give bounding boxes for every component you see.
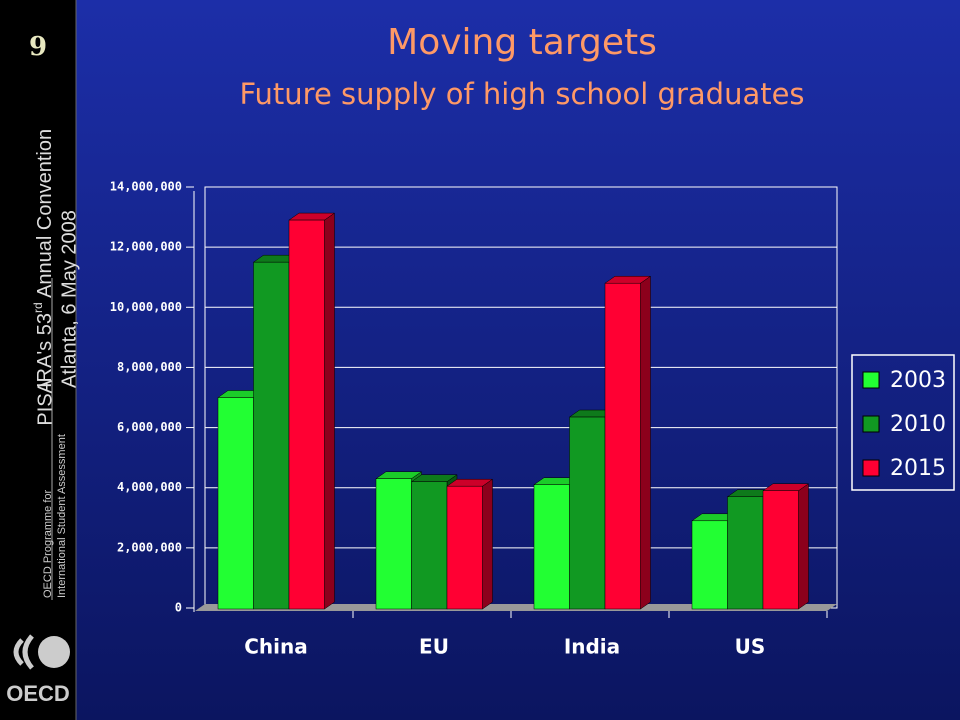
- place-date: Atlanta, 6 May 2008: [58, 210, 80, 388]
- x-tick-label: China: [244, 635, 308, 659]
- bar: [411, 481, 448, 610]
- event-text: IRA's 53: [34, 313, 56, 388]
- oecd-logo: OECD: [6, 634, 70, 706]
- legend-box: [851, 354, 955, 491]
- bar-side: [324, 212, 335, 610]
- programme-line: International Student Assessment: [56, 434, 68, 598]
- chart-title: Moving targets: [387, 22, 657, 63]
- x-tick-label: EU: [419, 635, 449, 659]
- y-tick-label: 10,000,000: [110, 300, 182, 314]
- bar: [217, 397, 254, 610]
- logo-arc: [13, 638, 24, 666]
- bar: [569, 416, 606, 610]
- sidebar-text: PISA IRA's 53rd Annual Convention Atlant…: [31, 129, 80, 426]
- sidebar: [0, 0, 76, 720]
- legend-swatch: [862, 371, 880, 389]
- event-text: Annual Convention: [34, 129, 56, 302]
- bar: [253, 261, 290, 610]
- bar-side: [640, 275, 651, 610]
- bar: [288, 219, 325, 610]
- legend-label: 2003: [890, 368, 946, 393]
- bar: [375, 478, 412, 610]
- chart-subtitle: Future supply of high school graduates: [239, 77, 804, 111]
- legend-swatch: [862, 459, 880, 477]
- logo-circle: [38, 636, 70, 668]
- bar-side: [482, 478, 493, 610]
- x-tick-label: India: [564, 635, 620, 659]
- floor: [195, 604, 837, 611]
- event: IRA's 53rd Annual Convention: [31, 129, 56, 388]
- slide-number: 9: [29, 32, 47, 62]
- bar: [533, 484, 570, 610]
- x-tick-label: US: [735, 635, 766, 659]
- programme-text: OECD Programme for International Student…: [42, 434, 68, 598]
- y-tick-label: 4,000,000: [117, 480, 182, 494]
- bar: [446, 485, 483, 610]
- legend-swatch: [862, 415, 880, 433]
- logo-text: OECD: [6, 681, 70, 706]
- bar: [727, 496, 764, 610]
- programme-line: OECD Programme for: [42, 489, 54, 598]
- y-tick-label: 14,000,000: [110, 180, 182, 194]
- logo-arc: [22, 634, 34, 670]
- event-sup: rd: [31, 302, 45, 313]
- plot: 0 2,000,000 4,000,000 6,000,000 8,000,000 10,…: [110, 180, 955, 659]
- legend-label: 2010: [890, 412, 946, 437]
- bar: [604, 282, 641, 610]
- y-tick-label: 6,000,000: [117, 420, 182, 434]
- y-tick-label: 0: [175, 601, 182, 615]
- pisa-label: PISA: [34, 379, 56, 425]
- bar: [762, 490, 799, 610]
- bar-side: [798, 483, 809, 610]
- y-tick-label: 12,000,000: [110, 240, 182, 254]
- y-tick-label: 2,000,000: [117, 540, 182, 554]
- legend-label: 2015: [890, 456, 946, 481]
- bar: [691, 520, 728, 610]
- y-tick-label: 8,000,000: [117, 360, 182, 374]
